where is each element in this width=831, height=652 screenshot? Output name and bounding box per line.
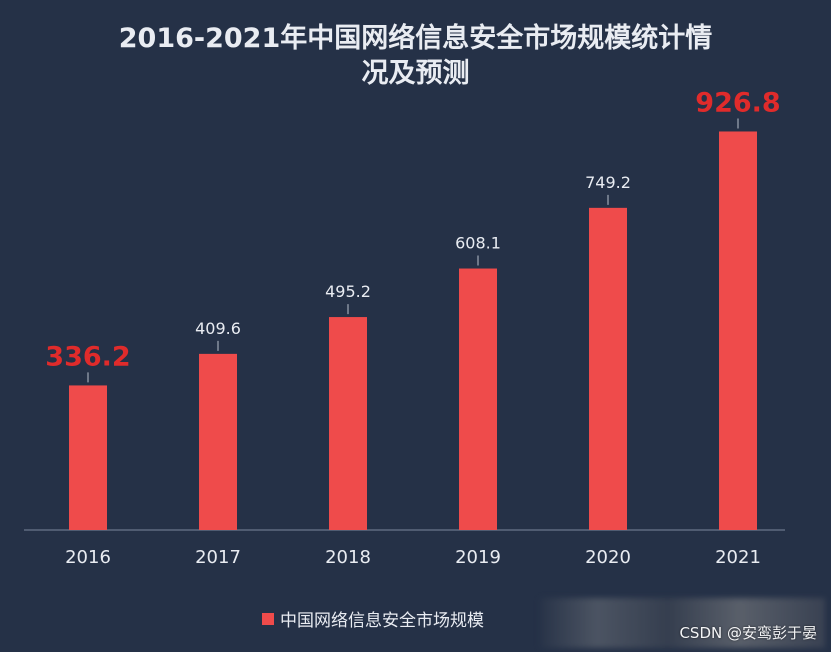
value-label-2021: 926.8 (695, 87, 780, 118)
bar-2020[interactable] (589, 207, 627, 530)
blurred-overlay (540, 598, 825, 648)
bar-2019[interactable] (459, 268, 497, 530)
chart-title-line-1: 2016-2021年中国网络信息安全市场规模统计情 (118, 23, 713, 54)
bar-2016[interactable] (69, 385, 107, 530)
value-label-2020: 749.2 (585, 173, 631, 192)
x-tick-label-2016: 2016 (65, 547, 111, 568)
legend-label: 中国网络信息安全市场规模 (280, 611, 484, 631)
value-label-2019: 608.1 (455, 234, 501, 253)
x-tick-label-2021: 2021 (715, 547, 761, 568)
bar-chart: 336.2 2016 409.6 2017 495.2 2018 608.1 2019 749.… (24, 87, 785, 568)
x-tick-label-2017: 2017 (195, 547, 241, 568)
bar-2017[interactable] (199, 353, 237, 530)
legend[interactable]: 中国网络信息安全市场规模 (262, 606, 484, 631)
value-label-2016: 336.2 (45, 341, 130, 372)
x-tick-label-2020: 2020 (585, 547, 631, 568)
legend-swatch (262, 612, 274, 625)
chart-title-line-2: 况及预测 (361, 58, 470, 89)
x-tick-label-2018: 2018 (325, 547, 371, 568)
value-label-2017: 409.6 (195, 319, 241, 338)
bar-2021[interactable] (719, 131, 757, 530)
bar-2018[interactable] (329, 317, 367, 530)
watermark: CSDN @安鸾彭于晏 (679, 624, 817, 642)
x-tick-label-2019: 2019 (455, 547, 501, 568)
value-label-2018: 495.2 (325, 282, 371, 301)
